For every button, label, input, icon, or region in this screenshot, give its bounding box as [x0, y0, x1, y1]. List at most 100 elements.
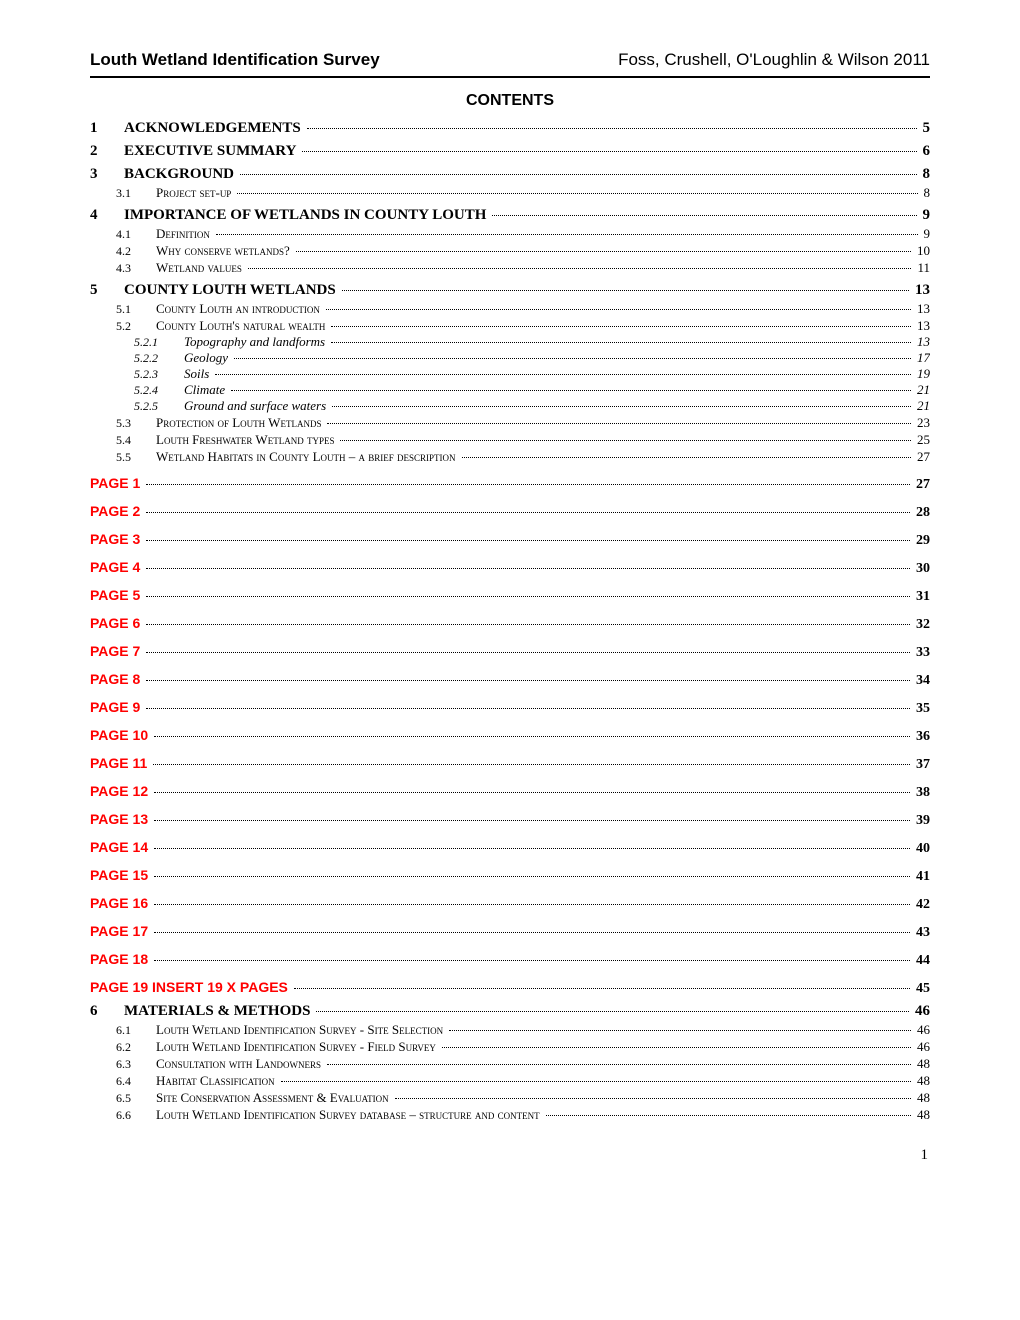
toc-entry[interactable]: PAGE 4 30 — [90, 559, 930, 577]
toc-entry[interactable]: 1ACKNOWLEDGEMENTS5 — [90, 120, 930, 137]
toc-leader-dots — [146, 680, 910, 681]
toc-number: 5.2.2 — [134, 351, 184, 366]
toc-entry[interactable]: PAGE 1440 — [90, 839, 930, 857]
page-number: 1 — [90, 1147, 930, 1164]
toc-entry[interactable]: PAGE 1642 — [90, 895, 930, 913]
toc-page: 23 — [913, 415, 930, 431]
toc-entry[interactable]: 6.5Site Conservation Assessment & Evalua… — [90, 1090, 930, 1106]
toc-entry[interactable]: PAGE 329 — [90, 531, 930, 549]
toc-page: 13 — [911, 282, 930, 299]
toc-entry[interactable]: PAGE 7 33 — [90, 643, 930, 661]
toc-number: 4.2 — [116, 244, 156, 259]
toc-entry[interactable]: 5.4Louth Freshwater Wetland types25 — [90, 432, 930, 448]
toc-entry[interactable]: 5COUNTY LOUTH WETLANDS13 — [90, 282, 930, 299]
toc-entry[interactable]: 6.6Louth Wetland Identification Survey d… — [90, 1107, 930, 1123]
toc-label: Soils — [184, 366, 213, 382]
toc-page: 33 — [912, 645, 930, 661]
toc-entry[interactable]: 5.2.4Climate21 — [90, 382, 930, 398]
toc-entry[interactable]: 6.1Louth Wetland Identification Survey -… — [90, 1022, 930, 1038]
toc-page: 30 — [912, 561, 930, 577]
toc-entry[interactable]: PAGE 228 — [90, 503, 930, 521]
toc-entry[interactable]: 2EXECUTIVE SUMMARY6 — [90, 143, 930, 160]
toc-entry[interactable]: PAGE 1743 — [90, 923, 930, 941]
toc-entry[interactable]: 6.4Habitat Classification48 — [90, 1073, 930, 1089]
toc-entry[interactable]: 5.2.2Geology17 — [90, 350, 930, 366]
toc-entry[interactable]: 5.5Wetland Habitats in County Louth – a … — [90, 449, 930, 465]
toc-entry[interactable]: PAGE 127 — [90, 475, 930, 493]
document-page: Louth Wetland Identification Survey Foss… — [0, 0, 1020, 1194]
toc-label: PAGE 5 — [90, 587, 144, 603]
toc-label: PAGE 11 — [90, 755, 151, 771]
toc-number: 5.2.1 — [134, 335, 184, 350]
toc-entry[interactable]: PAGE 1844 — [90, 951, 930, 969]
toc-label: County Louth's natural wealth — [156, 318, 329, 334]
toc-entry[interactable]: 6.3Consultation with Landowners48 — [90, 1056, 930, 1072]
toc-leader-dots — [154, 820, 910, 821]
toc-entry[interactable]: PAGE 834 — [90, 671, 930, 689]
toc-label: PAGE 15 — [90, 867, 152, 883]
toc-leader-dots — [146, 484, 910, 485]
toc-entry[interactable]: PAGE 531 — [90, 587, 930, 605]
toc-entry[interactable]: 5.3Protection of Louth Wetlands23 — [90, 415, 930, 431]
toc-page: 39 — [912, 813, 930, 829]
toc-entry[interactable]: PAGE 632 — [90, 615, 930, 633]
toc-leader-dots — [449, 1030, 911, 1031]
toc-number: 6.4 — [116, 1074, 156, 1089]
toc-entry[interactable]: PAGE 935 — [90, 699, 930, 717]
toc-label: Climate — [184, 382, 229, 398]
toc-label: PAGE 16 — [90, 895, 152, 911]
toc-entry[interactable]: 3.1Project set-up8 — [90, 185, 930, 201]
toc-label: PAGE 2 — [90, 503, 144, 519]
toc-entry[interactable]: 5.2.3Soils19 — [90, 366, 930, 382]
toc-leader-dots — [302, 151, 916, 152]
toc-entry[interactable]: 5.2County Louth's natural wealth13 — [90, 318, 930, 334]
toc-entry[interactable]: PAGE 1036 — [90, 727, 930, 745]
toc-label: PAGE 4 — [90, 559, 144, 575]
toc-leader-dots — [442, 1047, 911, 1048]
toc-page: 21 — [913, 398, 930, 414]
toc-number: 4 — [90, 207, 124, 224]
toc-entry[interactable]: PAGE 19 INSERT 19 X PAGES45 — [90, 979, 930, 997]
toc-page: 17 — [913, 350, 930, 366]
header-left: Louth Wetland Identification Survey — [90, 50, 380, 70]
toc-page: 6 — [919, 143, 931, 160]
toc-page: 36 — [912, 729, 930, 745]
toc-leader-dots — [146, 540, 910, 541]
toc-entry[interactable]: 4.2Why conserve wetlands?10 — [90, 243, 930, 259]
toc-label: PAGE 13 — [90, 811, 152, 827]
toc-page: 46 — [913, 1039, 930, 1055]
toc-label: PAGE 18 — [90, 951, 152, 967]
toc-entry[interactable]: 5.2.5Ground and surface waters21 — [90, 398, 930, 414]
toc-entry[interactable]: 6MATERIALS & METHODS46 — [90, 1003, 930, 1020]
toc-label: EXECUTIVE SUMMARY — [124, 143, 300, 160]
toc-entry[interactable]: 4IMPORTANCE OF WETLANDS IN COUNTY LOUTH9 — [90, 207, 930, 224]
toc-entry[interactable]: PAGE 1137 — [90, 755, 930, 773]
toc-entry[interactable]: PAGE 1238 — [90, 783, 930, 801]
toc-number: 5.2 — [116, 319, 156, 334]
toc-label: PAGE 12 — [90, 783, 152, 799]
toc-label: PAGE 8 — [90, 671, 144, 687]
toc-page: 13 — [913, 301, 930, 317]
toc-entry[interactable]: PAGE 13 39 — [90, 811, 930, 829]
toc-number: 5.2.4 — [134, 383, 184, 398]
toc-label: Protection of Louth Wetlands — [156, 415, 325, 431]
toc-label: PAGE 7 — [90, 643, 144, 659]
toc-entry[interactable]: 4.1Definition9 — [90, 226, 930, 242]
toc-entry[interactable]: 4.3Wetland values11 — [90, 260, 930, 276]
toc-leader-dots — [492, 215, 916, 216]
toc-leader-dots — [146, 596, 910, 597]
header-right: Foss, Crushell, O'Loughlin & Wilson 2011 — [618, 50, 930, 70]
toc-page: 43 — [912, 925, 930, 941]
toc-entry[interactable]: 3BACKGROUND8 — [90, 166, 930, 183]
toc-entry[interactable]: 6.2Louth Wetland Identification Survey -… — [90, 1039, 930, 1055]
toc-page: 48 — [913, 1107, 930, 1123]
toc-entry[interactable]: 5.1County Louth an introduction13 — [90, 301, 930, 317]
toc-label: MATERIALS & METHODS — [124, 1003, 314, 1020]
toc-label: ACKNOWLEDGEMENTS — [124, 120, 305, 137]
toc-leader-dots — [316, 1011, 909, 1012]
toc-number: 6 — [90, 1003, 124, 1020]
toc-entry[interactable]: 5.2.1Topography and landforms13 — [90, 334, 930, 350]
toc-entry[interactable]: PAGE 1541 — [90, 867, 930, 885]
toc-number: 5.5 — [116, 450, 156, 465]
toc-leader-dots — [154, 932, 910, 933]
